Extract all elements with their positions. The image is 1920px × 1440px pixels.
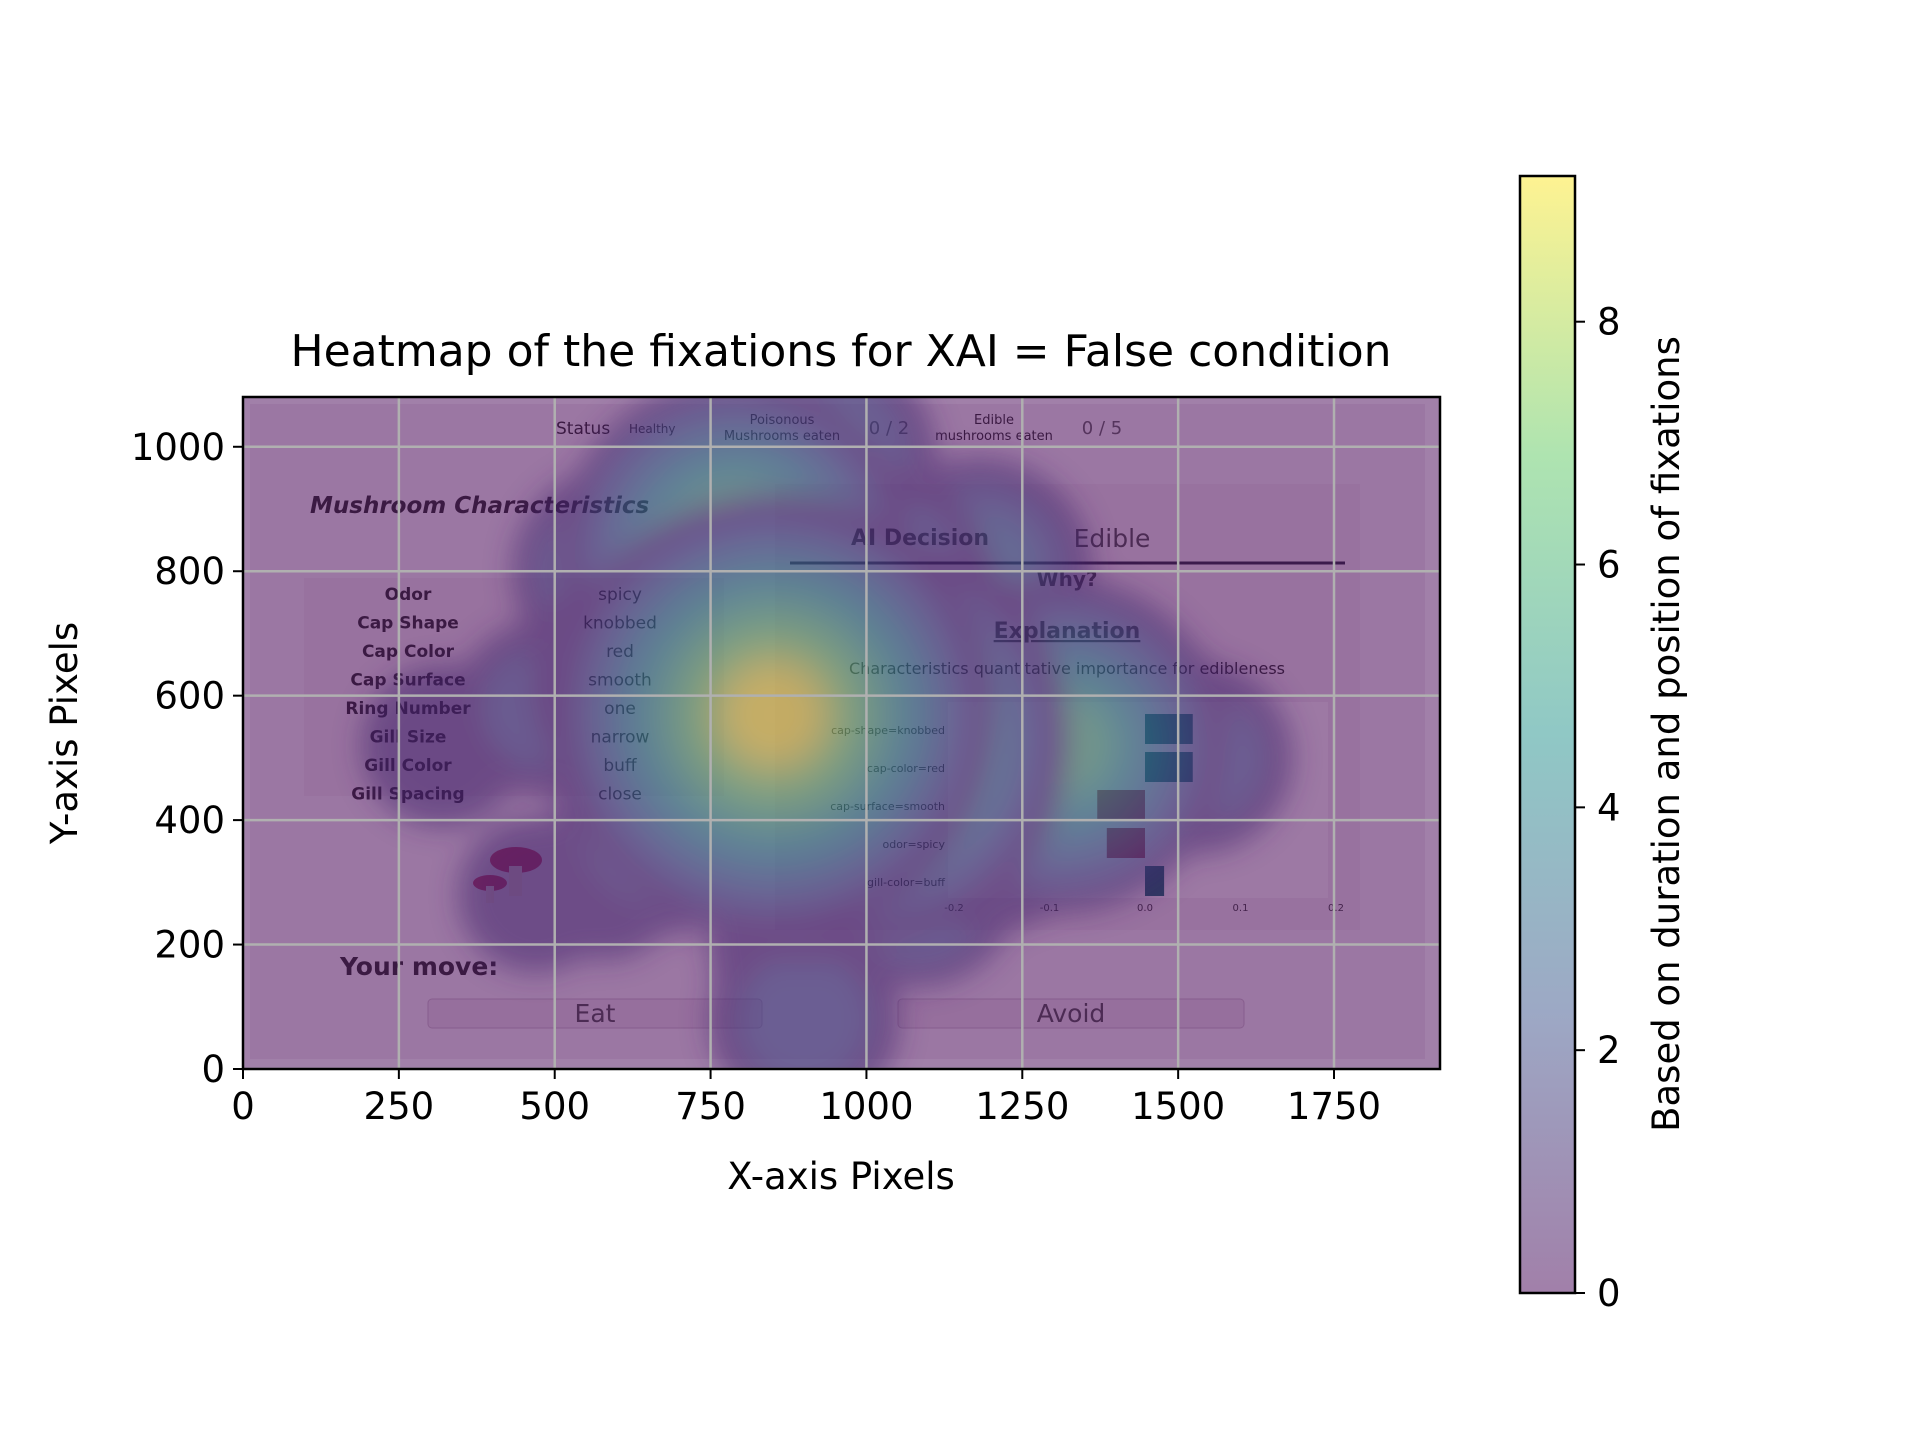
x-tick-label: 250 — [364, 1085, 435, 1128]
colorbar-tick-label: 4 — [1597, 786, 1621, 829]
colorbar: 0 2 4 6 8 Based on duration and position of … — [1518, 174, 1688, 1315]
colorbar-tick-label: 2 — [1597, 1029, 1621, 1072]
x-tick-label: 1000 — [819, 1085, 913, 1128]
y-tick-label: 1000 — [131, 426, 225, 469]
colorbar-frame — [1518, 174, 1577, 1295]
colorbar-ticks: 0 2 4 6 8 — [1575, 301, 1621, 1315]
x-tick-label: 750 — [675, 1085, 746, 1128]
x-axis: 0 250 500 750 1000 1250 1500 1750 — [231, 1069, 1381, 1128]
colorbar-tick-label: 6 — [1597, 544, 1621, 587]
y-tick-label: 0 — [201, 1048, 225, 1091]
heat-spot — [728, 670, 818, 759]
y-tick-label: 200 — [154, 924, 225, 967]
heat-spot — [740, 955, 868, 1069]
x-tick-label: 1250 — [975, 1085, 1069, 1128]
colorbar-tick-label: 8 — [1597, 301, 1621, 344]
y-axis: 0 200 400 600 800 1000 — [131, 426, 243, 1091]
y-axis-label: Y-axis Pixels — [43, 622, 86, 845]
x-tick-label: 0 — [231, 1085, 255, 1128]
x-tick-label: 500 — [519, 1085, 590, 1128]
colorbar-label: Based on duration and position of fixati… — [1645, 336, 1688, 1132]
y-tick-label: 400 — [154, 799, 225, 842]
x-tick-label: 1750 — [1287, 1085, 1381, 1128]
plot-frame — [241, 395, 1442, 1071]
colorbar-tick-label: 0 — [1597, 1272, 1621, 1315]
plot-area: Status Healthy Poisonous Mushrooms eaten… — [243, 397, 1440, 1069]
x-tick-label: 1500 — [1131, 1085, 1225, 1128]
y-tick-label: 800 — [154, 550, 225, 593]
heatmap-layer — [243, 397, 1440, 1069]
chart-title: Heatmap of the fixations for XAI = False… — [290, 326, 1391, 377]
colorbar-gradient — [1520, 176, 1575, 1293]
x-axis-label: X-axis Pixels — [727, 1155, 955, 1198]
y-tick-label: 600 — [154, 675, 225, 718]
grid — [243, 397, 1440, 1069]
